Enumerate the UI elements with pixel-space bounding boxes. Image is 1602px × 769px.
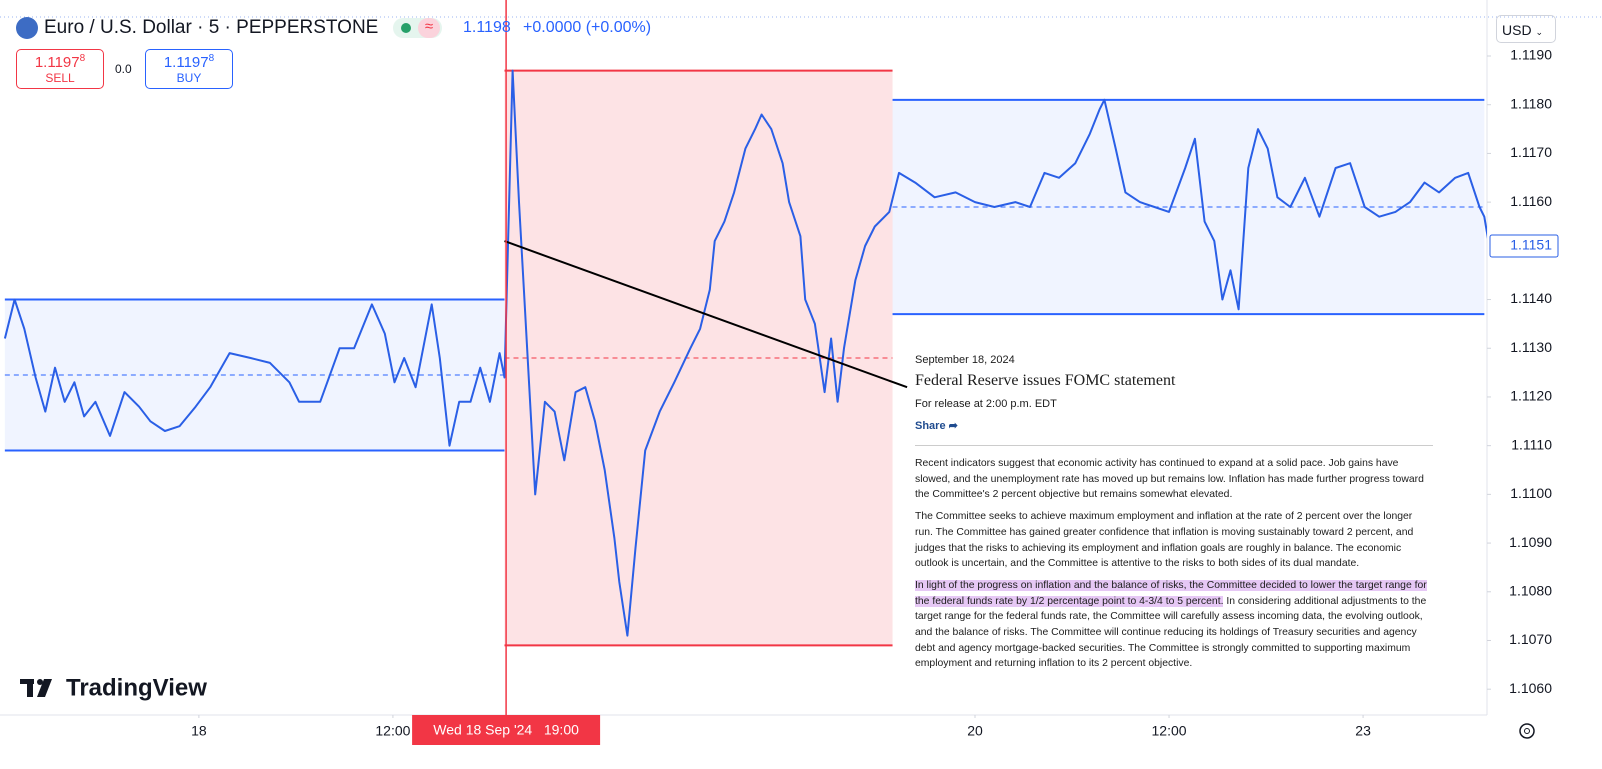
crosshair-label-bg <box>412 715 601 745</box>
price-line <box>3 69 1487 637</box>
x-tick-label: 20 <box>967 723 983 739</box>
y-tick-label: 1.1130 <box>1510 339 1552 355</box>
brand: TradingView <box>66 674 207 701</box>
buy-pip: 8 <box>208 53 215 64</box>
status-pill[interactable]: ≈ <box>393 18 442 38</box>
y-tick-label: 1.1100 <box>1510 485 1552 501</box>
y-tick-label: 1.1090 <box>1509 534 1552 550</box>
share-text: Share <box>915 420 946 432</box>
x-tick-label: 12:00 <box>375 723 410 739</box>
currency: USD <box>1502 22 1532 38</box>
price-change: +0.0000 (+0.00%) <box>523 19 652 36</box>
y-tick-label: 1.1110 <box>1511 436 1552 452</box>
news-title: Federal Reserve issues FOMC statement <box>915 372 1176 389</box>
sell-pip: 8 <box>79 53 86 64</box>
y-tick-label: 1.1160 <box>1510 193 1552 209</box>
symbol-icon <box>16 17 38 39</box>
sell-price: 1.1197 <box>34 54 80 71</box>
y-tick-label: 1.1170 <box>1510 144 1552 160</box>
y-tick-label: 1.1140 <box>1510 290 1552 306</box>
buy-label: BUY <box>176 71 202 85</box>
last-price: 1.1198 <box>463 19 511 36</box>
buy-button[interactable]: 1.11978 BUY <box>145 49 233 89</box>
news-release: For release at 2:00 p.m. EDT <box>915 398 1057 410</box>
logo: TradingView <box>20 674 207 701</box>
crosshair-label: Wed 18 Sep '24 19:00 <box>433 722 579 738</box>
x-tick-label: 12:00 <box>1152 723 1187 739</box>
y-tick-label: 1.1070 <box>1509 631 1552 647</box>
spread: 0.0 <box>115 62 132 76</box>
paragraph-rest: In considering additional adjustments to… <box>915 595 1427 670</box>
last-price-label: 1.1151 <box>1510 237 1552 253</box>
sell-label: SELL <box>45 71 75 85</box>
currency-button[interactable]: USD ⌄ <box>1496 15 1556 43</box>
sell-button[interactable]: 1.11978 SELL <box>16 49 104 89</box>
range-box <box>892 99 1485 315</box>
paragraph: In light of the progress on inflation an… <box>915 578 1433 672</box>
trend-line <box>504 240 908 389</box>
plot <box>3 69 1487 647</box>
buy-price: 1.1197 <box>163 54 209 71</box>
symbol: Euro / U.S. Dollar · 5 · PEPPERSTONE <box>44 17 379 38</box>
divider <box>915 445 1433 446</box>
paragraph: The Committee seeks to achieve maximum e… <box>915 511 1414 570</box>
news-date: September 18, 2024 <box>915 354 1015 366</box>
x-tick-label: 23 <box>1355 723 1371 739</box>
y-tick-label: 1.1080 <box>1509 582 1552 598</box>
last-price-bg <box>1489 234 1559 258</box>
settings-icon[interactable] <box>1519 723 1535 739</box>
news-panel: September 18, 2024 Federal Reserve issue… <box>915 354 1433 678</box>
x-tick-label: 18 <box>191 723 207 739</box>
y-tick-label: 1.1190 <box>1510 47 1552 63</box>
paragraph: Recent indicators suggest that economic … <box>915 458 1424 501</box>
y-tick-label: 1.1180 <box>1510 95 1552 111</box>
y-tick-label: 1.1060 <box>1509 680 1552 696</box>
share-link[interactable]: Share ➦ <box>915 420 958 432</box>
y-tick-label: 1.1120 <box>1510 388 1552 404</box>
